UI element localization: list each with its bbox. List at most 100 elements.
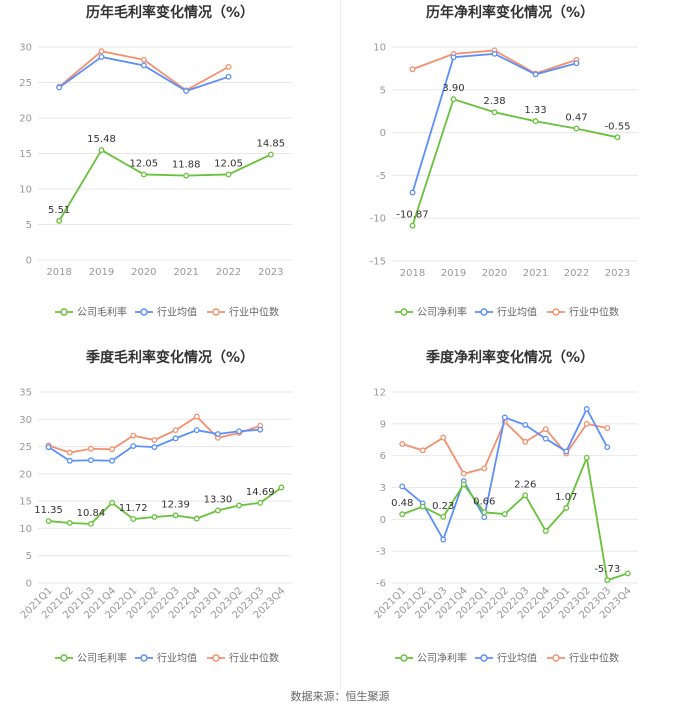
- data-point: [399, 511, 406, 518]
- data-label: 0.48: [391, 498, 413, 509]
- data-label: 12.05: [214, 158, 243, 169]
- data-point: [66, 520, 73, 526]
- legend-marker[interactable]: [400, 654, 408, 662]
- data-label: 0.47: [565, 113, 587, 124]
- y-tick-label: -10: [370, 214, 386, 225]
- data-label: 2.38: [483, 96, 505, 107]
- data-point: [225, 63, 232, 70]
- data-point: [87, 457, 94, 464]
- data-point: [66, 449, 73, 456]
- data-point: [98, 48, 105, 55]
- legend-label[interactable]: 行业均值: [497, 306, 537, 319]
- legend-marker[interactable]: [140, 308, 148, 316]
- legend-marker[interactable]: [552, 308, 560, 316]
- data-point: [460, 481, 467, 488]
- legend-marker[interactable]: [480, 654, 488, 662]
- data-point: [66, 457, 73, 464]
- data-point: [440, 536, 447, 543]
- data-point: [87, 520, 94, 527]
- data-point: [45, 444, 52, 451]
- data-label: 15.48: [87, 134, 116, 145]
- data-point: [604, 577, 611, 584]
- data-point: [257, 426, 264, 433]
- data-point: [140, 56, 147, 63]
- legend-label[interactable]: 行业中位数: [229, 652, 279, 665]
- y-tick-label: 20: [19, 114, 32, 125]
- data-label: -10.87: [396, 210, 428, 221]
- y-tick-label: 3: [380, 483, 386, 494]
- data-point: [225, 171, 232, 178]
- chart-svg: 历年净利率变化情况（%） -15 -10 -5 0 5 10 2018 2019 2020 2021…: [370, 4, 638, 319]
- y-tick-label: 0: [380, 515, 386, 526]
- legend-marker[interactable]: [60, 308, 68, 316]
- legend-label[interactable]: 公司净利率: [417, 652, 467, 665]
- series-line: [48, 486, 282, 525]
- legend-label[interactable]: 行业均值: [157, 652, 197, 665]
- data-point: [278, 484, 285, 491]
- legend-label[interactable]: 公司毛利率: [77, 306, 127, 319]
- data-point: [236, 502, 243, 509]
- chart-title: 季度净利率变化情况（%）: [425, 349, 594, 366]
- data-point: [257, 499, 264, 506]
- x-tick-label: 2021: [173, 267, 198, 278]
- legend-label[interactable]: 行业中位数: [229, 306, 279, 319]
- data-point: [172, 512, 179, 519]
- data-point: [542, 435, 549, 442]
- x-tick-label: 2022: [216, 267, 241, 278]
- data-point: [151, 437, 158, 443]
- legend-label[interactable]: 公司净利率: [417, 306, 467, 319]
- legend-label[interactable]: 行业均值: [497, 652, 537, 665]
- legend-marker[interactable]: [212, 308, 220, 316]
- data-point: [409, 66, 416, 73]
- legend-label[interactable]: 行业中位数: [569, 306, 619, 319]
- legend-marker[interactable]: [480, 308, 488, 316]
- x-tick-label: 2020: [131, 267, 156, 278]
- series-line: [401, 454, 629, 582]
- y-tick-label: 0: [26, 579, 32, 590]
- data-point: [56, 84, 63, 91]
- data-point: [193, 413, 200, 420]
- y-tick-label: 25: [19, 442, 32, 453]
- y-tick-label: 30: [19, 415, 32, 426]
- legend-marker[interactable]: [400, 308, 408, 316]
- data-point: [56, 217, 63, 224]
- legend-label[interactable]: 行业中位数: [569, 652, 619, 665]
- data-point: [214, 507, 221, 514]
- legend-label[interactable]: 公司毛利率: [77, 652, 127, 665]
- chart-title: 季度毛利率变化情况（%）: [85, 349, 254, 366]
- y-tick-label: 25: [19, 78, 32, 89]
- chart-annual-net-margin: 历年净利率变化情况（%） -15 -10 -5 0 5 10 2018 2019 2020 2021…: [340, 0, 680, 340]
- y-tick-label: 5: [26, 220, 32, 231]
- legend-marker[interactable]: [60, 654, 68, 662]
- data-point: [460, 470, 467, 477]
- data-point: [532, 71, 539, 78]
- series-line: [411, 98, 618, 226]
- data-point: [563, 448, 570, 455]
- data-point: [172, 427, 179, 434]
- chart-quarterly-gross-margin: 季度毛利率变化情况（%） 0 5 10 15 20 25 30 35 2021Q1 2021Q2 20…: [0, 345, 340, 685]
- x-tick-label: 2018: [400, 268, 425, 279]
- data-point: [419, 447, 426, 454]
- legend-marker[interactable]: [552, 654, 560, 662]
- data-point: [140, 171, 147, 178]
- y-tick-label: 15: [19, 149, 32, 160]
- y-tick-label: 30: [19, 43, 32, 54]
- data-point: [542, 426, 549, 433]
- data-label: 10.84: [77, 508, 106, 519]
- data-label: 2.26: [514, 479, 536, 490]
- legend-marker[interactable]: [212, 654, 220, 662]
- data-point: [409, 222, 416, 229]
- data-point: [583, 406, 590, 412]
- y-tick-label: 0: [380, 128, 386, 139]
- x-tick-label: 2022: [564, 268, 589, 279]
- legend-label[interactable]: 行业均值: [157, 306, 197, 319]
- data-point: [542, 528, 549, 534]
- data-point: [583, 420, 590, 427]
- data-point: [109, 446, 116, 453]
- data-point: [409, 189, 416, 196]
- data-point: [109, 499, 116, 506]
- data-point: [267, 151, 274, 158]
- y-tick-label: 6: [380, 451, 386, 462]
- legend-marker[interactable]: [140, 654, 148, 662]
- data-point: [130, 432, 137, 439]
